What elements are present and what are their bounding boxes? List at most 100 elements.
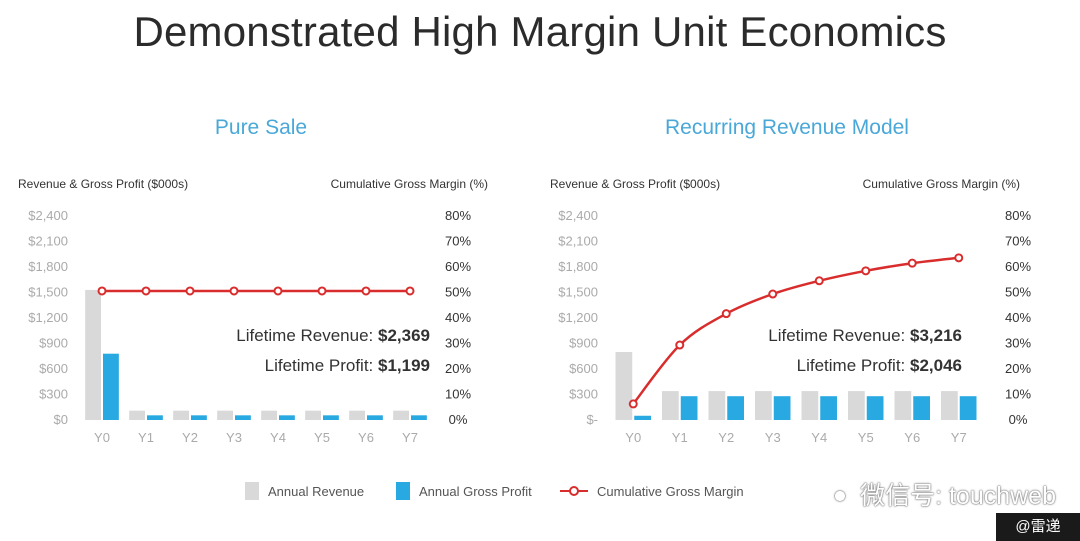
chart0-y-tick-label: $600 <box>39 361 68 376</box>
chart0-y-tick-label: $2,400 <box>28 208 68 223</box>
legend-label-revenue: Annual Revenue <box>268 483 365 499</box>
legend-item-annual-gross-profit: Annual Gross Profit <box>396 478 532 504</box>
chart1-x-tick-label: Y4 <box>811 430 827 445</box>
chart1-bar-gross-profit-y0 <box>634 415 651 420</box>
chart1-y-tick-label: $- <box>586 412 598 427</box>
chart0-y2-tick-label: 20% <box>445 361 471 376</box>
chart0-x-tick-label: Y7 <box>402 430 418 445</box>
chart1-y-tick-label: $2,400 <box>558 208 598 223</box>
chart1-bar-revenue-y7 <box>941 391 958 420</box>
chart1-margin-point-y4 <box>814 276 824 286</box>
chart0-y-tick-label: $1,200 <box>28 310 68 325</box>
chart0-y-tick-label: $900 <box>39 336 68 351</box>
chart1-y2-tick-label: 20% <box>1005 361 1031 376</box>
wechat-icon: ⚫ <box>830 484 850 509</box>
chart1-y-tick-label: $1,500 <box>558 285 598 300</box>
chart1-margin-point-y3 <box>768 289 778 299</box>
chart0-bar-revenue-y0 <box>85 289 101 420</box>
chart0-x-tick-label: Y4 <box>270 430 286 445</box>
chart0-y2-tick-label: 10% <box>445 387 471 402</box>
chart0-y2-axis-label: Cumulative Gross Margin (%) <box>331 177 488 191</box>
chart1-y-tick-label: $1,200 <box>558 310 598 325</box>
chart1-bar-revenue-y6 <box>894 391 912 420</box>
chart0-bar-revenue-y7 <box>393 410 409 420</box>
chart0-y2-tick-label: 80% <box>445 208 471 223</box>
chart0-y-tick-label: $1,500 <box>28 285 68 300</box>
chart0-y-tick-label: $300 <box>39 387 68 402</box>
chart1-bar-revenue-y0 <box>615 352 633 420</box>
chart0-y-tick-label: $2,100 <box>28 234 68 249</box>
chart0-bar-gross-profit-y2 <box>191 415 207 420</box>
chart1-bar-gross-profit-y4 <box>820 396 837 420</box>
page-title: Demonstrated High Margin Unit Economics <box>133 8 947 55</box>
chart1-y-tick-label: $600 <box>569 361 598 376</box>
chart0-y2-tick-label: 70% <box>445 234 471 249</box>
chart1-x-tick-label: Y1 <box>672 430 688 445</box>
chart1-x-tick-label: Y0 <box>625 430 641 445</box>
chart0-margin-point-y5 <box>317 286 327 296</box>
chart1-y2-tick-label: 60% <box>1005 259 1031 274</box>
chart1-y-tick-label: $300 <box>569 387 598 402</box>
chart1-bar-gross-profit-y6 <box>913 396 930 420</box>
chart0-annotation-0: Lifetime Revenue: $2,369 <box>236 326 430 345</box>
legend-item-cumulative-gross-margin: Cumulative Gross Margin <box>560 478 744 504</box>
chart0-margin-point-y6 <box>361 286 371 296</box>
chart1-y2-tick-label: 40% <box>1005 310 1031 325</box>
chart1-annotation-0: Lifetime Revenue: $3,216 <box>768 326 962 345</box>
chart1-y2-tick-label: 70% <box>1005 234 1031 249</box>
chart1-margin-point-y0 <box>628 399 638 409</box>
chart0-margin-point-y0 <box>97 286 107 296</box>
chart1-y2-tick-label: 0% <box>1009 412 1028 427</box>
chart1-annotation-label-1: Lifetime Profit: <box>797 356 910 375</box>
chart1-y-tick-label: $2,100 <box>558 234 598 249</box>
legend-label-margin: Cumulative Gross Margin <box>597 483 744 499</box>
chart0-bar-gross-profit-y7 <box>411 415 427 420</box>
chart1-x-tick-label: Y7 <box>951 430 967 445</box>
chart0-annotation-value-0: $2,369 <box>378 326 430 345</box>
chart1-margin-point-y2 <box>721 309 731 319</box>
chart0-y2-tick-label: 40% <box>445 310 471 325</box>
chart0-bar-revenue-y2 <box>173 410 189 420</box>
chart1-y2-axis-label: Cumulative Gross Margin (%) <box>863 177 1020 191</box>
chart0-x-tick-label: Y6 <box>358 430 374 445</box>
chart1-bar-gross-profit-y2 <box>727 396 744 420</box>
chart0-y2-tick-label: 30% <box>445 336 471 351</box>
chart1-y-tick-label: $1,800 <box>558 259 598 274</box>
chart1-bar-gross-profit-y1 <box>680 396 698 420</box>
chart1-bar-revenue-y4 <box>801 391 819 420</box>
chart-title-pure-sale: Pure Sale <box>214 116 308 139</box>
chart1-bar-gross-profit-y7 <box>959 396 977 420</box>
chart0-margin-point-y1 <box>141 286 151 296</box>
chart0-margin-point-y2 <box>185 286 195 296</box>
chart1-bar-gross-profit-y5 <box>866 396 884 420</box>
chart0-bar-revenue-y1 <box>129 410 145 420</box>
chart0-annotation-label-0: Lifetime Revenue: <box>236 326 378 345</box>
chart0-y-axis-label: Revenue & Gross Profit ($000s) <box>18 177 188 191</box>
chart1-margin-point-y1 <box>675 340 685 350</box>
chart1-x-tick-label: Y6 <box>904 430 920 445</box>
chart0-y2-tick-label: 60% <box>445 259 471 274</box>
chart0-x-tick-label: Y3 <box>226 430 242 445</box>
chart-title-recurring-revenue: Recurring Revenue Model <box>665 116 909 139</box>
chart1-y2-tick-label: 50% <box>1005 285 1031 300</box>
chart1-margin-point-y7 <box>954 253 964 263</box>
chart0-x-tick-label: Y2 <box>182 430 198 445</box>
charts-canvas: Revenue & Gross Profit ($000s) Cumulative… <box>18 177 1031 445</box>
chart0-bar-revenue-y5 <box>305 410 321 420</box>
chart0-bar-revenue-y3 <box>217 410 233 420</box>
watermark-text: 微信号: touchweb <box>860 482 1056 510</box>
chart1-bar-revenue-y5 <box>848 391 865 420</box>
chart0-annotation-label-1: Lifetime Profit: <box>265 356 378 375</box>
chart0-bar-revenue-y4 <box>261 410 277 420</box>
watermark: ⚫ 微信号: touchweb <box>831 476 1056 512</box>
chart0-bar-gross-profit-y3 <box>235 415 251 420</box>
chart0-margin-point-y7 <box>405 286 415 296</box>
chart0-x-tick-label: Y1 <box>138 430 154 445</box>
chart1-y2-tick-label: 30% <box>1005 336 1031 351</box>
chart1-margin-point-y6 <box>907 258 917 268</box>
chart0-margin-point-y4 <box>273 286 283 296</box>
chart1-y-tick-label: $900 <box>569 336 598 351</box>
chart0-y-tick-label: $1,800 <box>28 259 68 274</box>
chart1-y2-tick-label: 80% <box>1005 208 1031 223</box>
legend-swatch-revenue <box>245 482 259 500</box>
